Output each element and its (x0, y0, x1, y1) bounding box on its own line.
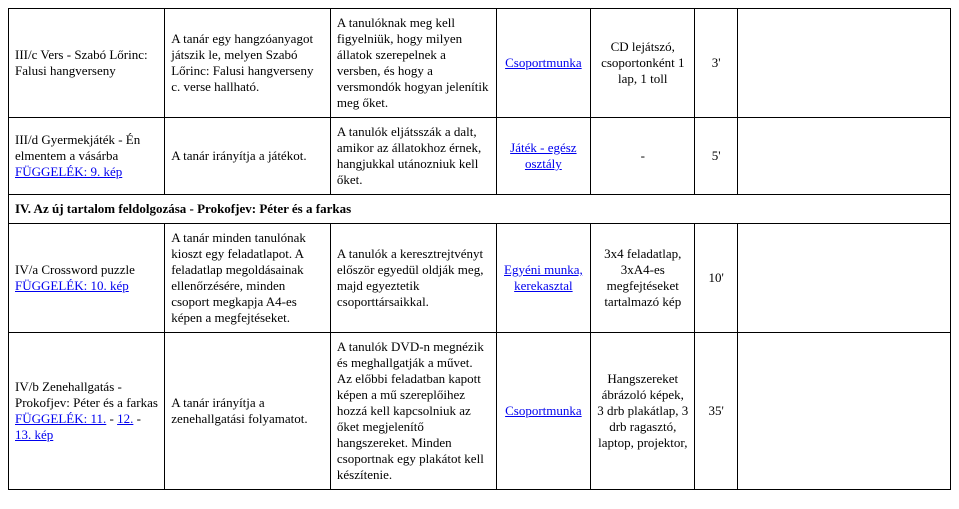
cell-activity: IV/b Zenehallgatás - Prokofjev: Péter és… (9, 333, 165, 490)
text: - (133, 411, 141, 426)
cell-activity: IV/a Crossword puzzle FÜGGELÉK: 10. kép (9, 224, 165, 333)
cell-tools: 3x4 feladatlap, 3xA4-es megfejtéseket ta… (591, 224, 695, 333)
cell-teacher: A tanár minden tanulónak kioszt egy fela… (165, 224, 331, 333)
cell-time: 3' (695, 9, 738, 118)
cell-notes (737, 9, 950, 118)
cell-teacher: A tanár egy hangzóanyagot játszik le, me… (165, 9, 331, 118)
cell-workform: Csoportmunka (496, 333, 591, 490)
cell-activity: III/d Gyermekjáték - Én elmentem a vásár… (9, 118, 165, 195)
cell-tools: Hangszereket ábrázoló képek, 3 drb plaká… (591, 333, 695, 490)
activity-title: III/d Gyermekjáték - Én elmentem a vásár… (15, 132, 140, 163)
table-row: IV/b Zenehallgatás - Prokofjev: Péter és… (9, 333, 951, 490)
cell-time: 10' (695, 224, 738, 333)
link-csoportmunka[interactable]: Csoportmunka (505, 55, 582, 70)
table-row: IV/a Crossword puzzle FÜGGELÉK: 10. kép … (9, 224, 951, 333)
table-row: III/d Gyermekjáték - Én elmentem a vásár… (9, 118, 951, 195)
link-jatek[interactable]: Játék - egész osztály (510, 140, 576, 171)
section-title: IV. Az új tartalom feldolgozása - Prokof… (9, 195, 951, 224)
cell-tools: CD lejátszó, csoportonként 1 lap, 1 toll (591, 9, 695, 118)
text: - (106, 411, 117, 426)
cell-notes (737, 118, 950, 195)
cell-student: A tanulók eljátsszák a dalt, amikor az á… (330, 118, 496, 195)
cell-notes (737, 333, 950, 490)
cell-tools: - (591, 118, 695, 195)
lesson-plan-table: III/c Vers - Szabó Lőrinc: Falusi hangve… (8, 8, 951, 490)
cell-activity: III/c Vers - Szabó Lőrinc: Falusi hangve… (9, 9, 165, 118)
cell-student: A tanulók a keresztrejtvényt először egy… (330, 224, 496, 333)
appendix-link[interactable]: 12. (117, 411, 133, 426)
cell-workform: Játék - egész osztály (496, 118, 591, 195)
cell-teacher: A tanár irányítja a zenehallgatási folya… (165, 333, 331, 490)
cell-time: 5' (695, 118, 738, 195)
cell-student: A tanulók DVD-n megnézik és meghallgatjá… (330, 333, 496, 490)
section-row: IV. Az új tartalom feldolgozása - Prokof… (9, 195, 951, 224)
appendix-link[interactable]: FÜGGELÉK: 11. (15, 411, 106, 426)
activity-title: III/c Vers - Szabó Lőrinc: Falusi hangve… (15, 47, 148, 78)
activity-title: IV/b Zenehallgatás - Prokofjev: Péter és… (15, 379, 158, 410)
appendix-link[interactable]: FÜGGELÉK: 9. kép (15, 164, 122, 179)
link-csoportmunka[interactable]: Csoportmunka (505, 403, 582, 418)
cell-time: 35' (695, 333, 738, 490)
link-egyeni[interactable]: Egyéni munka, kerekasztal (504, 262, 583, 293)
cell-workform: Egyéni munka, kerekasztal (496, 224, 591, 333)
cell-student: A tanulóknak meg kell figyelniük, hogy m… (330, 9, 496, 118)
cell-teacher: A tanár irányítja a játékot. (165, 118, 331, 195)
activity-title: IV/a Crossword puzzle (15, 262, 135, 277)
appendix-link[interactable]: 13. kép (15, 427, 53, 442)
cell-notes (737, 224, 950, 333)
table-row: III/c Vers - Szabó Lőrinc: Falusi hangve… (9, 9, 951, 118)
appendix-link[interactable]: FÜGGELÉK: 10. kép (15, 278, 129, 293)
cell-workform: Csoportmunka (496, 9, 591, 118)
